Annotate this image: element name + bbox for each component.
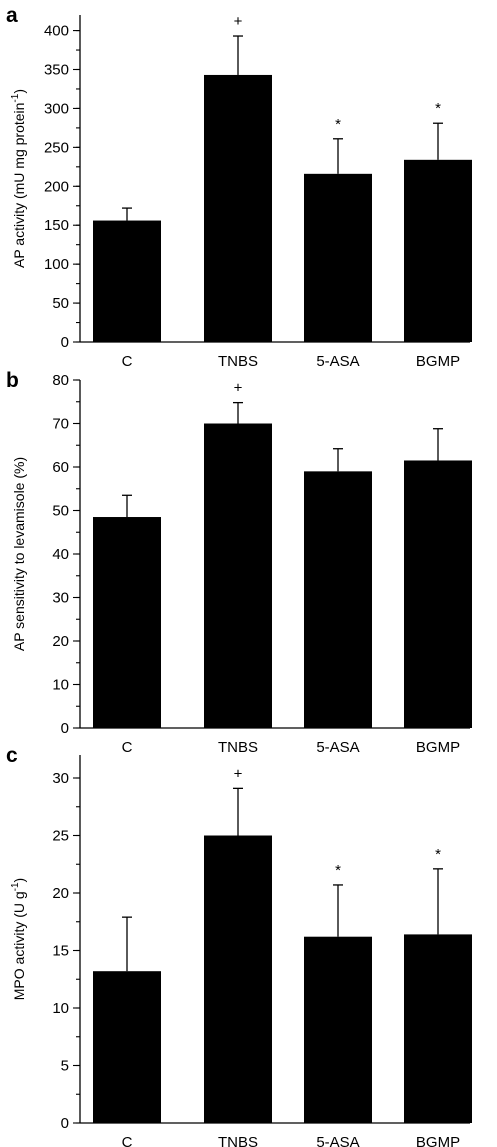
y-tick-label: 50 [52,503,69,520]
significance-marker: + [234,765,243,782]
category-label: 5-ASA [316,1134,359,1147]
y-axis-label-end: ) [11,878,27,883]
bar-C [93,220,161,342]
category-label: TNBS [218,353,258,370]
y-tick-label: 25 [52,828,69,845]
y-tick-label: 15 [52,943,69,960]
y-tick-label: 50 [52,295,69,312]
y-tick-label: 20 [52,633,69,650]
category-label: C [122,353,133,370]
y-tick-label: 10 [52,1000,69,1017]
panel-c: c 0 5 10 15 20 25 30 MPO activity (U g-1) C TNBS +5… [6,744,472,1147]
panel-a: a 0 50 100 150 200 250 300 350 400 AP activity (mU… [6,4,472,370]
y-axis-label-main: MPO activity (U g [11,891,27,1000]
y-tick-label: 80 [52,372,69,389]
y-tick-label: 150 [44,217,69,234]
bar-5-ASA [304,471,372,728]
category-label: BGMP [416,739,460,756]
y-tick-label: 0 [61,334,69,351]
bar-BGMP [404,159,472,342]
y-tick-label: 20 [52,885,69,902]
panel-letter: c [6,744,18,767]
bar-C [93,517,161,728]
y-axis-label-main: AP sensitivity to levamisole (%) [11,457,27,651]
y-axis-label: AP sensitivity to levamisole (%) [11,457,27,651]
y-tick-label: 40 [52,546,69,563]
y-axis-label-superscript: -1 [10,93,21,102]
significance-marker: * [335,862,341,879]
bar-TNBS [204,423,272,728]
significance-marker: * [435,100,441,117]
bar-5-ASA [304,173,372,342]
category-label: TNBS [218,739,258,756]
category-label: 5-ASA [316,353,359,370]
bar-TNBS [204,835,272,1123]
y-tick-label: 0 [61,720,69,737]
bar-BGMP [404,934,472,1123]
y-tick-label: 350 [44,62,69,79]
y-tick-label: 100 [44,256,69,273]
panel-letter: b [6,369,19,392]
significance-marker: * [335,116,341,133]
y-tick-label: 0 [61,1115,69,1132]
y-axis-label-main: AP activity (mU mg protein [11,103,27,268]
y-tick-label: 200 [44,178,69,195]
y-tick-label: 30 [52,590,69,607]
y-tick-label: 60 [52,459,69,476]
category-label: BGMP [416,353,460,370]
y-tick-label: 30 [52,770,69,787]
y-axis-label-end: ) [11,89,27,94]
significance-marker: * [435,846,441,863]
panel-b: b 0 10 20 30 40 50 60 70 80 AP sensitivity to leva… [6,369,472,756]
y-tick-label: 400 [44,23,69,40]
bar-TNBS [204,74,272,342]
category-label: 5-ASA [316,739,359,756]
y-axis-label-superscript: -1 [10,882,21,891]
bar-BGMP [404,460,472,728]
y-tick-label: 10 [52,677,69,694]
y-axis-label: AP activity (mU mg protein-1) [10,89,27,268]
y-axis-label: MPO activity (U g-1) [10,878,27,1000]
y-tick-label: 5 [61,1058,69,1075]
category-label: C [122,1134,133,1147]
category-label: TNBS [218,1134,258,1147]
significance-marker: + [234,380,243,397]
panel-letter: a [6,4,18,27]
y-tick-label: 250 [44,139,69,156]
significance-marker: + [234,13,243,30]
y-tick-label: 70 [52,416,69,433]
bar-C [93,971,161,1123]
category-label: C [122,739,133,756]
y-tick-label: 300 [44,100,69,117]
category-label: BGMP [416,1134,460,1147]
bar-5-ASA [304,936,372,1123]
